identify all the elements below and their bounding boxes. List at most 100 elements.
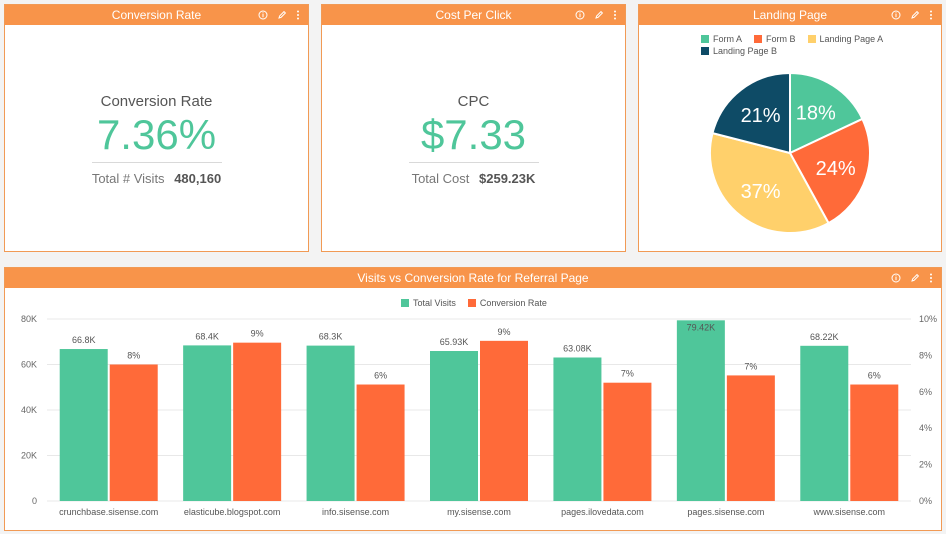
more-icon[interactable]: [929, 10, 933, 20]
widget-title: Cost Per Click: [435, 8, 512, 22]
legend-item[interactable]: Total Visits: [401, 298, 456, 308]
legend-label: Landing Page B: [713, 46, 778, 56]
bar-conversion-rate[interactable]: [603, 382, 652, 501]
bar-legend: Total Visits Conversion Rate: [401, 298, 547, 308]
widget-header: Cost Per Click: [322, 5, 625, 25]
y-right-tick: 2%: [919, 460, 932, 470]
info-icon[interactable]: [258, 10, 268, 20]
bar-conversion-rate[interactable]: [109, 364, 158, 502]
pie-slice[interactable]: [788, 117, 871, 225]
x-axis-label: pages.ilovedata.com: [561, 507, 644, 517]
info-icon[interactable]: [891, 273, 901, 283]
bar-conversion-rate[interactable]: [726, 375, 775, 501]
edit-icon[interactable]: [277, 10, 287, 20]
y-right-tick: 10%: [919, 314, 937, 324]
bar-value-label: 63.08K: [563, 343, 592, 353]
legend-label: Form B: [766, 34, 796, 44]
kpi-secondary-value: $259.23K: [479, 171, 536, 186]
y-right-tick: 0%: [919, 496, 932, 506]
more-icon[interactable]: [929, 273, 933, 283]
legend-item[interactable]: Landing Page B: [701, 46, 777, 56]
legend-item[interactable]: Landing Page A: [807, 34, 883, 44]
conversion-rate-widget: Conversion Rate Conversion Rate 7.36% To…: [4, 4, 309, 252]
widget-title: Landing Page: [752, 8, 828, 22]
x-axis-label: elasticube.blogspot.com: [184, 507, 281, 517]
pie-slice[interactable]: [789, 71, 864, 155]
y-left-tick: 0: [32, 496, 37, 506]
x-axis-label: my.sisense.com: [447, 507, 511, 517]
y-right-tick: 4%: [919, 423, 932, 433]
legend-swatch: [701, 35, 709, 43]
bar-value-label: 9%: [251, 329, 264, 339]
pie-legend: Form A Form B Landing Page A Landing Page B: [701, 34, 901, 56]
widget-title: Conversion Rate: [111, 8, 202, 22]
edit-icon[interactable]: [910, 10, 920, 20]
bar-value-label: 68.3K: [319, 332, 343, 342]
pie-slice[interactable]: [709, 131, 830, 234]
legend-swatch: [401, 299, 409, 307]
y-left-tick: 80K: [21, 314, 37, 324]
bar-total-visits[interactable]: [800, 345, 849, 501]
legend-item[interactable]: Form B: [754, 34, 796, 44]
bar-value-label: 66.8K: [72, 335, 96, 345]
bar-value-label: 65.93K: [440, 337, 469, 347]
bar-value-label: 79.42K: [687, 322, 716, 332]
pie-slice-label: 24%: [816, 158, 856, 180]
pie-slice-label: 37%: [741, 181, 781, 203]
more-icon[interactable]: [296, 10, 300, 20]
bar-conversion-rate[interactable]: [356, 384, 405, 501]
kpi-value: 7.36%: [96, 111, 217, 158]
legend-swatch: [467, 299, 476, 307]
bar-value-label: 7%: [621, 369, 634, 379]
bar-value-label: 8%: [127, 351, 140, 361]
legend-swatch: [701, 47, 709, 55]
bar-total-visits[interactable]: [183, 345, 232, 501]
kpi-secondary-label: Total Cost: [411, 171, 470, 186]
more-icon[interactable]: [613, 10, 617, 20]
bar-conversion-rate[interactable]: [850, 384, 899, 501]
bar-chart: 0 20K 40K 60K 80K 0% 2% 4% 6% 8% 10% 66.8K 8% crunchb…: [21, 314, 937, 517]
bar-value-label: 68.22K: [810, 332, 839, 342]
info-icon[interactable]: [891, 10, 901, 20]
kpi-block: CPC $7.33 Total Cost $259.23K: [322, 93, 625, 186]
bar-total-visits[interactable]: [59, 349, 108, 501]
x-axis-label: pages.sisense.com: [687, 507, 764, 517]
pie-slice-label: 18%: [796, 102, 836, 124]
y-left-tick: 40K: [21, 405, 37, 415]
kpi-block: Conversion Rate 7.36% Total # Visits 480…: [5, 93, 308, 186]
kpi-secondary-value: 480,160: [174, 171, 222, 186]
landing-page-widget: Landing Page Form A Form B Landing Page A L…: [638, 4, 942, 252]
kpi-secondary: Total # Visits 480,160: [5, 171, 308, 186]
legend-item[interactable]: Form A: [701, 34, 742, 44]
legend-swatch: [807, 35, 816, 43]
edit-icon[interactable]: [910, 273, 920, 283]
bar-conversion-rate[interactable]: [480, 340, 528, 501]
kpi-divider: [91, 162, 222, 163]
referral-page-widget: Visits vs Conversion Rate for Referral P…: [4, 267, 942, 531]
widget-header: Conversion Rate: [5, 5, 308, 25]
pie-slice-label: 21%: [741, 105, 781, 127]
x-axis-label: crunchbase.sisense.com: [59, 507, 158, 517]
bar-total-visits[interactable]: [676, 320, 725, 501]
bar-conversion-rate[interactable]: [233, 342, 282, 501]
legend-item[interactable]: Conversion Rate: [467, 298, 547, 308]
edit-icon[interactable]: [594, 10, 604, 20]
kpi-title: CPC: [457, 93, 490, 110]
widget-title: Visits vs Conversion Rate for Referral P…: [357, 271, 589, 285]
y-left-tick: 20K: [21, 451, 37, 461]
y-right-tick: 6%: [919, 387, 932, 397]
x-axis-label: www.sisense.com: [813, 507, 886, 517]
kpi-secondary-label: Total # Visits: [91, 171, 165, 186]
bar-total-visits[interactable]: [430, 351, 478, 501]
y-left-tick: 60K: [21, 360, 37, 370]
kpi-value: $7.33: [420, 111, 527, 158]
bar-total-visits[interactable]: [553, 357, 602, 501]
legend-label: Form A: [713, 34, 743, 44]
kpi-secondary: Total Cost $259.23K: [322, 171, 625, 186]
widget-header: Landing Page: [639, 5, 941, 25]
info-icon[interactable]: [575, 10, 585, 20]
pie-chart: 18% 24% 37% 21%: [709, 71, 871, 234]
bar-total-visits[interactable]: [306, 345, 355, 501]
pie-slice[interactable]: [711, 71, 791, 155]
x-axis-label: info.sisense.com: [322, 507, 389, 517]
